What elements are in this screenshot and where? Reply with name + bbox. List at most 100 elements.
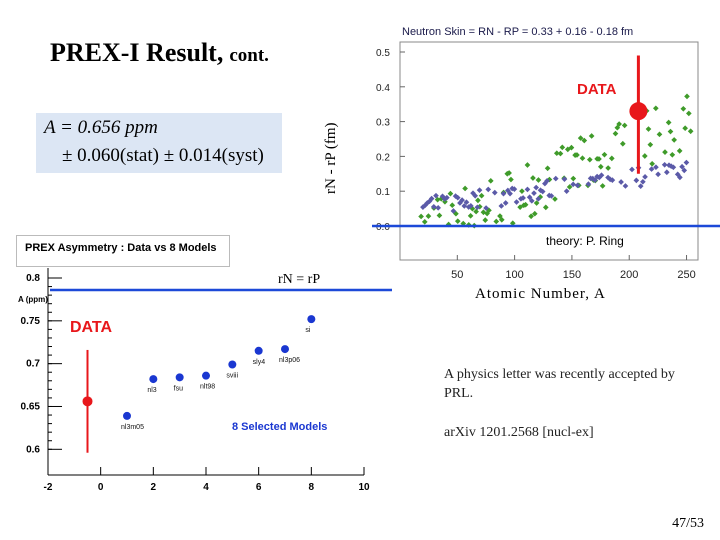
theory-green-point (671, 137, 677, 143)
prex-model-point (123, 411, 131, 420)
theory-green-point (579, 155, 586, 162)
theory-green-point (680, 105, 687, 112)
theory-purple-point (563, 188, 570, 195)
neutron-skin-title: Neutron Skin = RN - RP = 0.33 + 0.16 - 0… (402, 26, 634, 38)
theory-green-point (684, 93, 690, 100)
formula-line-2: ± 0.060(stat) ± 0.014(syst) (62, 145, 264, 166)
theory-purple-point (642, 174, 648, 180)
theory-green-point (682, 125, 688, 132)
neutron-skin-y-tick-label: 0.3 (376, 118, 390, 129)
theory-green-point (519, 188, 525, 195)
prex-x-ticks: -2 0 2 4 6 8 10 (44, 467, 370, 493)
theory-purple-point (661, 161, 668, 168)
theory-green-point (647, 141, 654, 148)
theory-green-point (498, 216, 505, 223)
rn-equals-rp-label: rN = rP (278, 272, 321, 287)
neutron-skin-y-tick-label: 0.0 (376, 222, 390, 233)
theory-purple-point (435, 205, 441, 211)
prex-chart-title: PREX Asymmetry : Data vs 8 Models (16, 235, 230, 267)
prex-x-tick-label: 4 (203, 482, 209, 493)
neutron-skin-x-tick-label: 200 (620, 269, 638, 281)
prex-model-label: nlt98 (200, 384, 215, 391)
prex-y-tick-label: 0.65 (21, 401, 41, 412)
theory-green-point (656, 131, 663, 138)
theory-green-point (687, 128, 694, 135)
theory-purple-point (430, 203, 437, 210)
theory-purple-point (450, 208, 457, 214)
theory-purple-point (454, 194, 461, 201)
theory-green-point (608, 155, 615, 162)
theory-purple-point (574, 182, 581, 189)
theory-purple-point (524, 186, 531, 193)
theory-purple-point (491, 189, 498, 196)
theory-purple-point (528, 198, 535, 204)
theory-purple-point (570, 181, 577, 188)
theory-green-point (421, 219, 428, 225)
arxiv-reference: arXiv 1201.2568 [nucl-ex] (444, 425, 594, 440)
theory-purple-point (485, 186, 492, 193)
theory-green-point (436, 212, 443, 219)
theory-purple-point (468, 202, 474, 209)
theory-green-point (597, 163, 604, 170)
theory-green-point (577, 135, 584, 141)
theory-purple-point (461, 203, 468, 209)
theory-purple-point (507, 190, 513, 197)
theory-purple-point (653, 164, 659, 171)
neutron-skin-y-tick-label: 0.4 (376, 83, 390, 94)
theory-purple-point (598, 172, 605, 179)
theory-green-point (508, 176, 514, 183)
theory-green-point (665, 119, 672, 126)
theory-purple-point (637, 183, 644, 189)
theory-green-point (612, 130, 619, 137)
theory-green-point (619, 140, 626, 147)
theory-green-point (552, 196, 558, 202)
prex-model-label: si (305, 327, 311, 334)
theory-purple-point (663, 169, 670, 176)
theory-green-point (544, 165, 551, 172)
prex-model-label: sviii (226, 373, 238, 380)
theory-green-point (553, 150, 560, 157)
theory-green-point (418, 213, 424, 220)
theory-purple-point (633, 177, 640, 184)
theory-green-point (616, 121, 622, 127)
theory-purple-point (655, 171, 661, 178)
theory-green-point (686, 110, 692, 117)
theory-green-point (599, 183, 606, 189)
theory-green-point (449, 202, 456, 209)
asymmetry-formula-box: A = 0.656 ppm ± 0.060(stat) ± 0.014(syst… (36, 113, 282, 173)
prex-y-axis-label: A (ppm) (18, 295, 48, 304)
prex-y-tick-label: 0.6 (26, 444, 40, 455)
theory-purple-point (513, 199, 520, 205)
theory-purple-point (535, 196, 542, 202)
theory-green-point (588, 133, 595, 139)
neutron-skin-x-axis-label: Atomic Number, A (475, 286, 606, 302)
slide-title: PREX-I Result, cont. (50, 38, 269, 68)
formula-line-1: A = 0.656 ppm (44, 117, 158, 138)
theory-purple-point (648, 166, 655, 172)
theory-purple-point (683, 159, 690, 166)
theory-purple-point (548, 193, 555, 199)
page-number: 47/53 (672, 516, 704, 531)
theory-purple-point (622, 183, 629, 189)
neutron-skin-y-tick-label: 0.5 (376, 48, 390, 59)
theory-green-point (506, 170, 512, 176)
theory-green-point (676, 148, 683, 154)
theory-green-point (667, 128, 674, 135)
theory-purple-point (561, 176, 568, 182)
prex-model-point (149, 375, 158, 384)
neutron-skin-y-tick-label: 0.1 (376, 187, 390, 198)
prex-x-tick-label: 2 (151, 482, 157, 493)
neutron-skin-chart: 0.0 0.1 0.2 0.3 0.4 0.5 50 100 150 200 250 DATA (376, 41, 699, 281)
theory-green-point (601, 151, 608, 158)
theory-purple-point (609, 177, 616, 183)
theory-purple-point (444, 194, 450, 201)
theory-green-point (662, 149, 668, 155)
theory-purple-point (476, 187, 483, 194)
theory-purple-point (681, 167, 688, 174)
theory-green-point (482, 217, 489, 223)
prex-model-label: sly4 (253, 359, 266, 366)
theory-green-point (568, 144, 575, 151)
theory-green-point (621, 122, 628, 129)
prex-y-tick-label: 0.8 (26, 273, 40, 284)
